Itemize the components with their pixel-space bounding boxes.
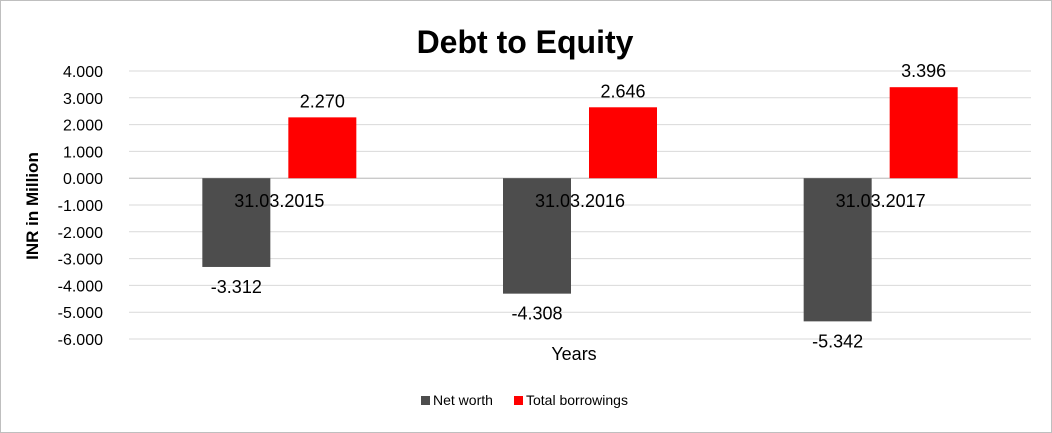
total-borrowings-data-label: 2.270: [300, 91, 345, 111]
y-tick-label: 4.000: [63, 64, 103, 81]
y-tick-label: -3.000: [58, 252, 103, 269]
legend: Net worth Total borrowings: [421, 392, 628, 408]
y-axis-title: INR in Million: [23, 152, 42, 260]
total-borrowings-legend-swatch: [514, 396, 523, 405]
y-tick-label: 0.000: [63, 171, 103, 188]
category-label: 31.03.2017: [836, 191, 926, 211]
net-worth-legend-swatch: [421, 396, 430, 405]
gridlines: [129, 70, 1031, 340]
y-tick-label: -5.000: [58, 305, 103, 322]
y-tick-label: -1.000: [58, 198, 103, 215]
y-tick-label: 1.000: [63, 144, 103, 161]
y-tick-label: -6.000: [58, 332, 103, 349]
y-tick-label: -4.000: [58, 278, 103, 295]
total-borrowings-bar: [589, 107, 657, 179]
net-worth-bar: [503, 178, 571, 294]
x-axis-title: Years: [551, 344, 596, 364]
y-tick-label: 2.000: [63, 118, 103, 135]
total-borrowings-legend-label: Total borrowings: [526, 392, 628, 408]
total-borrowings-data-label: 2.646: [600, 81, 645, 101]
net-worth-legend-label: Net worth: [433, 392, 493, 408]
total-borrowings-bar: [288, 117, 357, 179]
total-borrowings-data-label: 3.396: [901, 61, 946, 81]
net-worth-data-label: -4.308: [511, 304, 562, 324]
y-tick-label: 3.000: [63, 91, 103, 108]
category-labels: 31.03.2015 31.03.2016 31.03.2017: [234, 191, 925, 211]
category-label: 31.03.2015: [234, 191, 324, 211]
y-tick-label: -2.000: [58, 225, 103, 242]
net-worth-bar: [202, 178, 271, 267]
chart-title: Debt to Equity: [417, 24, 634, 60]
bars: [202, 87, 958, 322]
net-worth-data-label: -5.342: [812, 331, 863, 351]
y-axis-ticks: 4.000 3.000 2.000 1.000 0.000 -1.000 -2.000 -3.…: [58, 64, 103, 349]
net-worth-data-label: -3.312: [211, 277, 262, 297]
data-labels: -3.312 2.270 -4.308 2.646 -5.342 3.396: [211, 61, 946, 351]
category-label: 31.03.2016: [535, 191, 625, 211]
net-worth-bar: [803, 178, 872, 322]
total-borrowings-bar: [889, 87, 958, 179]
